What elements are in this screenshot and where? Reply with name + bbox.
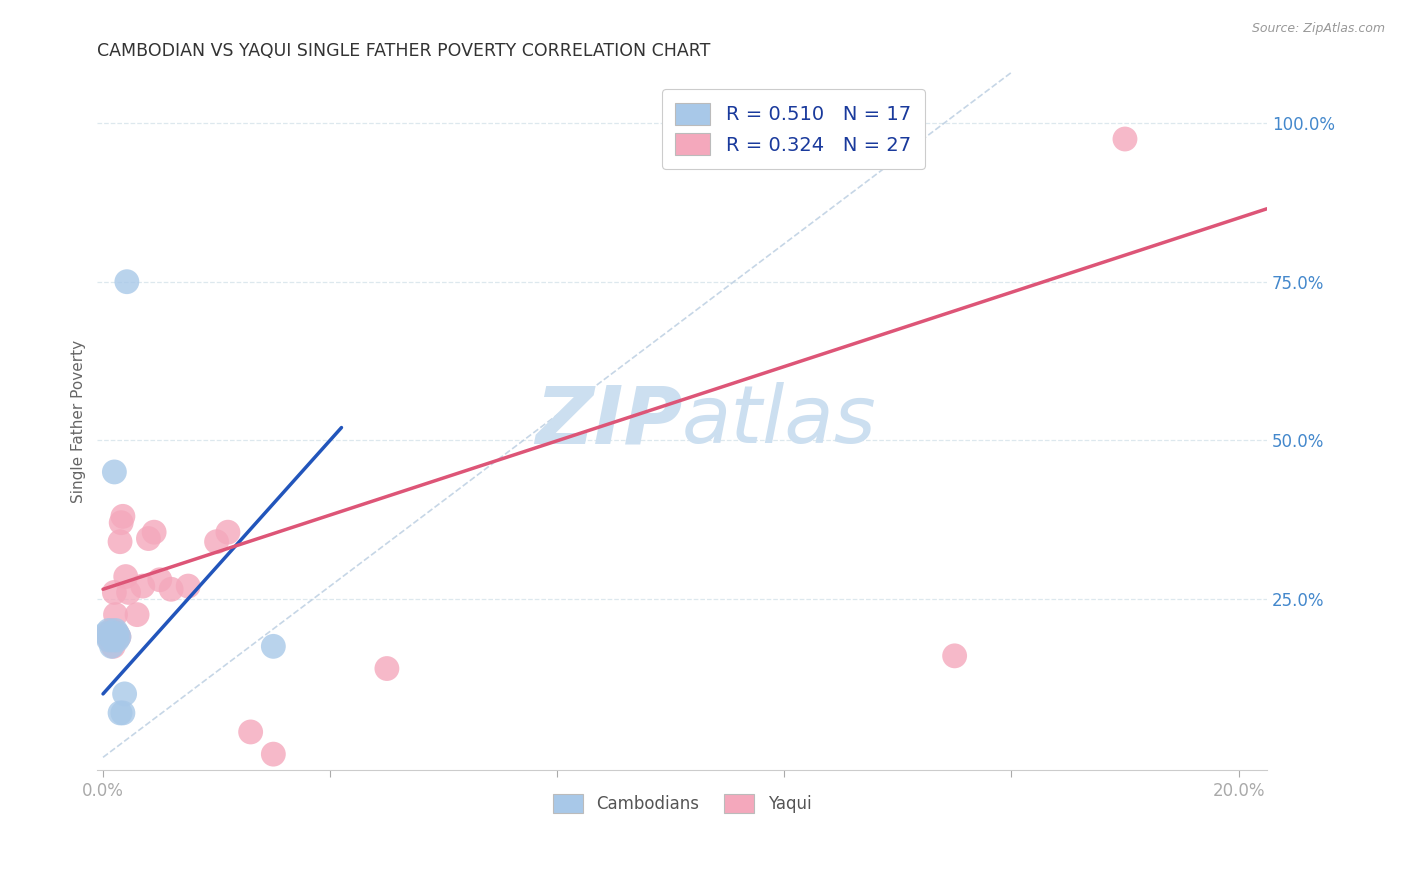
Point — [111, 509, 134, 524]
Point — [114, 687, 136, 701]
Point — [149, 573, 172, 587]
Point — [108, 630, 131, 644]
Point — [103, 465, 125, 479]
Point — [103, 630, 125, 644]
Point — [108, 706, 131, 720]
Point — [105, 626, 128, 640]
Text: Source: ZipAtlas.com: Source: ZipAtlas.com — [1251, 22, 1385, 36]
Point — [110, 516, 132, 530]
Point — [97, 624, 120, 638]
Point — [143, 525, 166, 540]
Point — [100, 624, 122, 638]
Point — [111, 706, 134, 720]
Point — [108, 630, 131, 644]
Point — [105, 626, 128, 640]
Point — [943, 648, 966, 663]
Point — [105, 632, 128, 647]
Point — [100, 640, 122, 654]
Text: ZIP: ZIP — [534, 382, 682, 460]
Point — [108, 534, 131, 549]
Point — [97, 626, 120, 640]
Point — [127, 607, 149, 622]
Y-axis label: Single Father Poverty: Single Father Poverty — [72, 340, 86, 503]
Point — [262, 747, 284, 761]
Point — [132, 579, 155, 593]
Point — [1114, 132, 1136, 146]
Point — [205, 534, 228, 549]
Point — [117, 585, 139, 599]
Text: atlas: atlas — [682, 382, 877, 460]
Point — [103, 632, 125, 647]
Point — [114, 569, 136, 583]
Point — [115, 275, 138, 289]
Point — [103, 585, 125, 599]
Point — [217, 525, 239, 540]
Point — [103, 640, 125, 654]
Point — [100, 626, 122, 640]
Point — [104, 607, 127, 622]
Point — [160, 582, 183, 597]
Point — [262, 640, 284, 654]
Point — [94, 626, 117, 640]
Point — [98, 632, 121, 647]
Text: CAMBODIAN VS YAQUI SINGLE FATHER POVERTY CORRELATION CHART: CAMBODIAN VS YAQUI SINGLE FATHER POVERTY… — [97, 42, 710, 60]
Point — [375, 661, 398, 675]
Point — [97, 632, 120, 647]
Legend: Cambodians, Yaqui: Cambodians, Yaqui — [541, 782, 823, 824]
Point — [177, 579, 200, 593]
Point — [138, 532, 160, 546]
Point — [239, 725, 262, 739]
Point — [104, 624, 127, 638]
